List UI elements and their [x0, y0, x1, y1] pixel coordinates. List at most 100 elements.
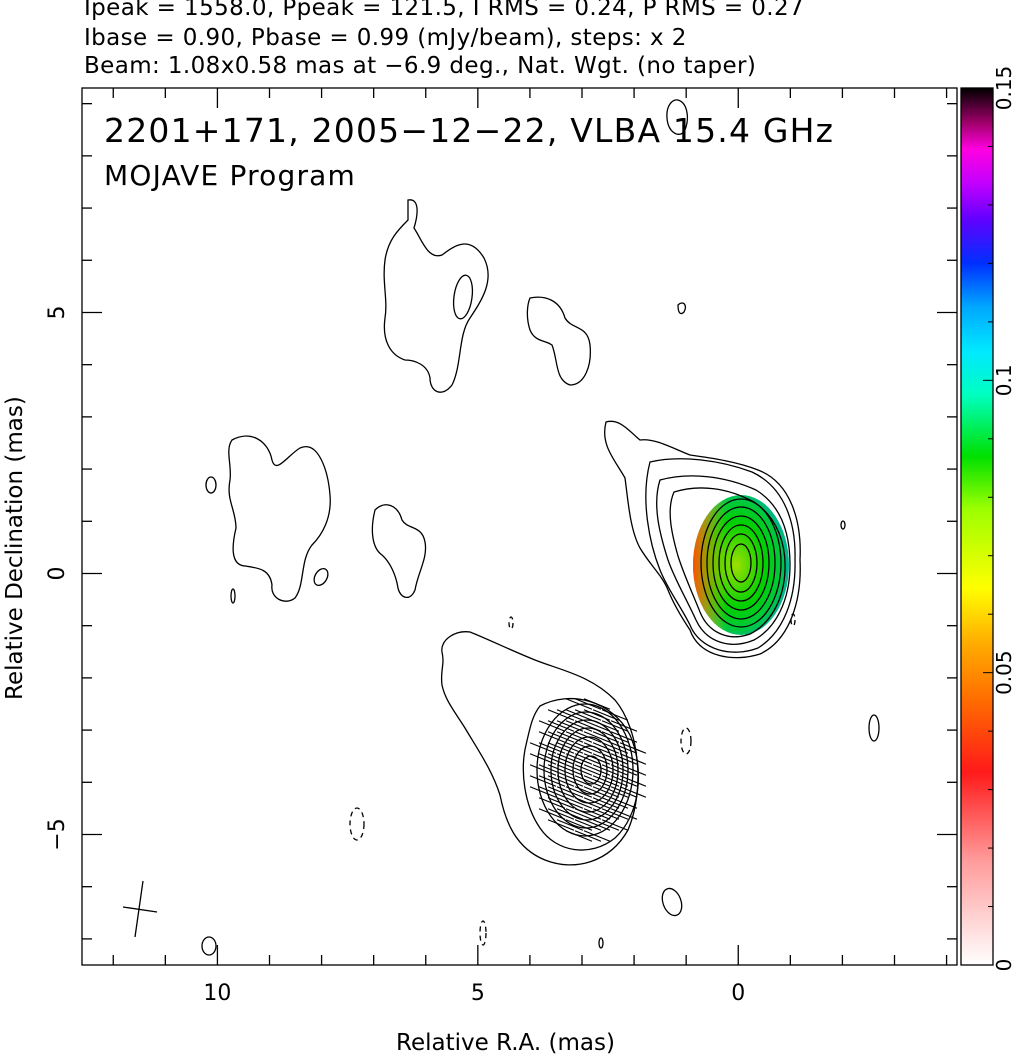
core-outer-contour: [604, 420, 801, 659]
core-contour-6: [706, 506, 776, 620]
polarization-vector: [556, 709, 584, 721]
small-contour: [313, 567, 329, 587]
polarization-vector: [529, 764, 557, 776]
colorbar-tick-label: 0.05: [992, 650, 1016, 695]
polarization-vector: [565, 698, 593, 710]
polarization-vector: [565, 742, 593, 754]
negative-contour: [349, 807, 365, 841]
polarization-vector: [583, 808, 611, 820]
negative-contour: [680, 727, 692, 755]
polarization-vector: [538, 731, 566, 743]
beam-marker: [122, 880, 158, 938]
polarization-vector: [547, 819, 575, 831]
polarization-vector: [619, 753, 647, 765]
contour-map: [122, 99, 880, 956]
polarization-vector: [547, 753, 575, 765]
core-contour-2: [645, 458, 796, 653]
polarization-vector: [547, 808, 575, 820]
jet-contour-2: [522, 698, 640, 851]
polarization-vector: [583, 709, 611, 721]
polarization-vector: [619, 775, 647, 787]
polarization-vector: [565, 830, 593, 842]
diffuse-blob-upper: [383, 199, 489, 393]
polarization-vector: [610, 797, 638, 809]
axis-ticks: 10 5 0 5 0 −5: [45, 88, 957, 1006]
x-tick-label: 0: [731, 981, 745, 1006]
polarization-vector: [574, 720, 602, 732]
polarization-vector: [529, 775, 557, 787]
polarization-vector: [592, 775, 620, 787]
polarization-vector: [619, 786, 647, 798]
negative-contour: [508, 616, 514, 630]
polarization-vector: [565, 797, 593, 809]
polarization-vector: [619, 764, 647, 776]
polarization-vector: [556, 731, 584, 743]
header-line-1: Ipeak = 1558.0, Ppeak = 121.5, I RMS = 0…: [84, 0, 805, 21]
polarization-vector: [583, 753, 611, 765]
small-contour: [201, 936, 217, 956]
polarization-vector: [574, 731, 602, 743]
polarization-vector: [547, 720, 575, 732]
polarization-vector: [556, 808, 584, 820]
polarization-vector: [601, 709, 629, 721]
polarization-vector: [583, 720, 611, 732]
polarization-vector: [601, 720, 629, 732]
colorbar-tick-label: 0.15: [992, 66, 1016, 111]
polarization-vector: [592, 709, 620, 721]
polarization-vector: [610, 753, 638, 765]
y-tick-label: 5: [45, 305, 70, 319]
colorbar-ticks: 0 0.05 0.1 0.15: [983, 66, 1016, 972]
diffuse-blob-left: [228, 435, 331, 602]
polarization-vector: [547, 764, 575, 776]
polarization-vector: [574, 830, 602, 842]
polarization-vector: [556, 720, 584, 732]
polarization-vector: [610, 764, 638, 776]
jet-contour-6: [557, 727, 619, 813]
core-contour-7: [712, 515, 770, 611]
polarization-vector: [574, 808, 602, 820]
polarization-vector: [565, 764, 593, 776]
diffuse-blob-center: [371, 504, 427, 598]
y-tick-label: −5: [45, 818, 70, 850]
polarization-vector: [574, 753, 602, 765]
colorbar-tick-label: 0: [992, 959, 1016, 972]
polarization-vector: [610, 731, 638, 743]
polarization-vector: [547, 709, 575, 721]
x-axis-label: Relative R.A. (mas): [396, 1030, 615, 1056]
polarization-vector: [538, 764, 566, 776]
polarization-vector: [574, 709, 602, 721]
polarization-vector: [610, 808, 638, 820]
polarization-vector: [592, 808, 620, 820]
polarization-vector: [592, 731, 620, 743]
polarization-vector: [601, 775, 629, 787]
polarization-vector: [565, 709, 593, 721]
negative-contour: [790, 613, 796, 627]
polarization-vector: [592, 742, 620, 754]
polarization-vector: [601, 797, 629, 809]
polarization-vector: [574, 775, 602, 787]
small-contour: [868, 714, 880, 742]
polarization-vector: [583, 819, 611, 831]
polarization-vector: [556, 775, 584, 787]
polarization-vector: [547, 797, 575, 809]
polarization-vector: [574, 764, 602, 776]
polarization-vector: [574, 819, 602, 831]
polarization-vector: [610, 775, 638, 787]
small-contour: [677, 302, 687, 315]
polarization-vector: [565, 753, 593, 765]
polarization-vector: [565, 775, 593, 787]
jet-outer-contour: [440, 631, 639, 866]
polarization-vector: [538, 786, 566, 798]
polarization-vector: [574, 742, 602, 754]
core-contour-3: [656, 475, 791, 645]
polarization-vector: [601, 753, 629, 765]
header-line-2: Ibase = 0.90, Pbase = 0.99 (mJy/beam), s…: [84, 25, 687, 51]
polarization-vector: [529, 753, 557, 765]
x-tick-label: 5: [471, 981, 485, 1006]
y-axis-label: Relative Declination (mas): [2, 396, 28, 700]
diffuse-blob-upper-inner: [452, 274, 474, 320]
polarization-vector: [538, 720, 566, 732]
negative-contour: [479, 920, 487, 946]
core-contour-10: [730, 543, 752, 583]
